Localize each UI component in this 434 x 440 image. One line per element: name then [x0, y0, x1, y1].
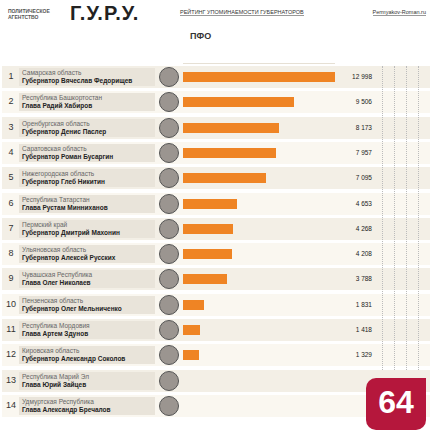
bar — [183, 325, 200, 335]
person: Губернатор Алексей Русских — [22, 254, 115, 261]
person: Глава Рустам Минниханов — [22, 204, 108, 211]
person: Губернатор Александр Соколов — [22, 355, 125, 362]
dotted-col — [406, 66, 407, 370]
bar — [183, 148, 276, 158]
rank: 4 — [4, 147, 18, 157]
value-label: 7 957 — [340, 149, 372, 156]
value-label: 9 506 — [340, 98, 372, 105]
avatar — [159, 244, 179, 264]
avatar — [159, 371, 179, 391]
logo: Г.У.Р.У. — [70, 2, 139, 25]
person: Глава Артем Здунов — [22, 330, 88, 337]
region: Республика Татарстан — [22, 196, 90, 203]
avatar — [159, 295, 179, 315]
title: РЕЙТИНГ УПОМИНАЕМОСТИ ГУБЕРНАТОРОВ — [180, 9, 304, 16]
bar — [183, 199, 237, 209]
region: Республика Марий Эл — [22, 373, 89, 380]
value-label: 1 329 — [340, 351, 372, 358]
rank: 11 — [4, 324, 18, 334]
agency: ПОЛИТИЧЕСКОЕ АГЕНТСТВО — [8, 8, 68, 20]
avatar — [159, 67, 179, 87]
value-label: 4 268 — [340, 225, 372, 232]
region: Самарская область — [22, 69, 81, 76]
rank: 13 — [4, 375, 18, 385]
person: Губернатор Глеб Никитин — [22, 178, 105, 185]
subtitle: ПФО — [190, 31, 211, 41]
rank: 3 — [4, 122, 18, 132]
avatar — [159, 118, 179, 138]
bar — [183, 300, 204, 310]
person: Глава Александр Бречалов — [22, 406, 111, 413]
rank: 9 — [4, 273, 18, 283]
rank: 8 — [4, 248, 18, 258]
rank: 12 — [4, 349, 18, 359]
avatar — [159, 219, 179, 239]
region: Нижегородская область — [22, 170, 94, 177]
region: Пермский край — [22, 221, 67, 228]
region: Республика Башкортостан — [22, 94, 102, 101]
person: Губернатор Олег Мельниченко — [22, 305, 122, 312]
axis-line — [183, 63, 335, 64]
person: Губернатор Вячеслав Федорищев — [22, 77, 132, 84]
site: Permyakov-Roman.ru — [373, 9, 427, 16]
badge-text: 64 — [366, 384, 426, 421]
dotted-col — [394, 66, 395, 370]
person: Губернатор Денис Паслер — [22, 128, 106, 135]
bar — [183, 123, 279, 133]
rank: 10 — [4, 299, 18, 309]
person: Глава Юрий Зайцев — [22, 381, 86, 388]
page: ПОЛИТИЧЕСКОЕ АГЕНТСТВОГ.У.Р.У. РЕЙТИНГ УП… — [0, 0, 434, 440]
rank: 7 — [4, 223, 18, 233]
value-label: 4 208 — [340, 250, 372, 257]
region: Оренбургская область — [22, 120, 90, 127]
region: Чувашская Республика — [22, 271, 92, 278]
value-label: 1 418 — [340, 326, 372, 333]
avatar — [159, 143, 179, 163]
rank: 2 — [4, 96, 18, 106]
rank: 1 — [4, 71, 18, 81]
rank: 14 — [4, 400, 18, 410]
bar — [183, 72, 335, 82]
value-label: 7 095 — [340, 174, 372, 181]
person: Глава Олег Николаев — [22, 279, 91, 286]
rank: 5 — [4, 172, 18, 182]
region: Саратовская область — [22, 145, 87, 152]
region: Республика Мордовия — [22, 322, 90, 329]
avatar — [159, 194, 179, 214]
value-label: 4 653 — [340, 200, 372, 207]
value-label: 1 831 — [340, 301, 372, 308]
bar — [183, 173, 266, 183]
avatar — [159, 396, 179, 416]
person: Глава Радий Хабиров — [22, 102, 92, 109]
bar — [183, 97, 294, 107]
avatar — [159, 320, 179, 340]
value-label: 3 788 — [340, 275, 372, 282]
person: Губернатор Роман Бусаргин — [22, 153, 113, 160]
value-label: 12 998 — [340, 73, 372, 80]
rank: 6 — [4, 198, 18, 208]
bar — [183, 350, 199, 360]
bar — [183, 274, 227, 284]
region: Удмуртская Республика — [22, 398, 94, 405]
bar — [183, 224, 233, 234]
dotted-col — [418, 66, 419, 370]
dotted-col — [382, 66, 383, 370]
region: Ульяновская область — [22, 246, 86, 253]
region: Кировская область — [22, 347, 79, 354]
person: Губернатор Дмитрий Махонин — [22, 229, 120, 236]
region: Пензенская область — [22, 297, 83, 304]
bar — [183, 249, 232, 259]
value-label: 8 173 — [340, 124, 372, 131]
